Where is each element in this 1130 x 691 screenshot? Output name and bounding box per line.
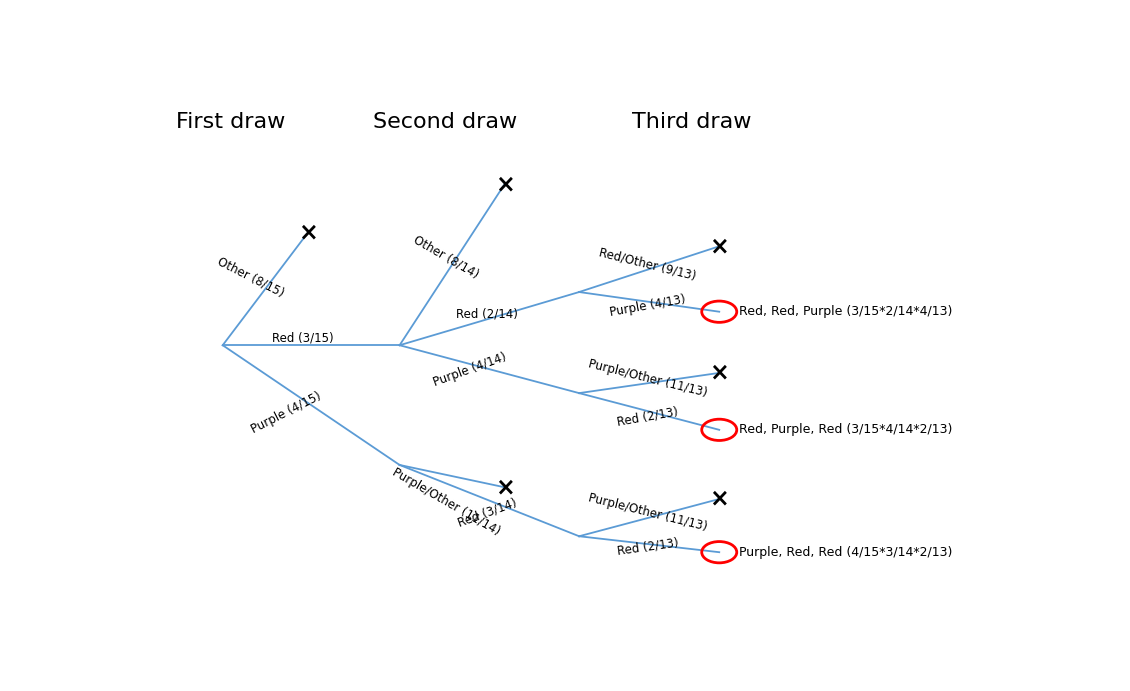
Text: ×: × — [495, 172, 514, 196]
Text: Purple (4/15): Purple (4/15) — [249, 390, 323, 436]
Text: Purple (4/14): Purple (4/14) — [432, 351, 508, 390]
Text: Red/Other (9/13): Red/Other (9/13) — [598, 245, 697, 282]
Text: Red (2/13): Red (2/13) — [616, 536, 679, 558]
Text: Red (3/14): Red (3/14) — [455, 496, 519, 529]
Text: Third draw: Third draw — [632, 112, 751, 132]
Text: Purple/Other (11/13): Purple/Other (11/13) — [586, 357, 709, 399]
Text: ×: × — [495, 475, 514, 500]
Text: Purple/Other (11/13): Purple/Other (11/13) — [586, 491, 709, 533]
Text: ×: × — [710, 487, 729, 511]
Text: Red (2/14): Red (2/14) — [457, 308, 519, 321]
Text: ×: × — [298, 221, 318, 245]
Text: Red, Purple, Red (3/15*4/14*2/13): Red, Purple, Red (3/15*4/14*2/13) — [739, 424, 951, 436]
Text: ×: × — [710, 234, 729, 258]
Text: Second draw: Second draw — [373, 112, 518, 132]
Text: ×: × — [710, 361, 729, 385]
Text: Red, Red, Purple (3/15*2/14*4/13): Red, Red, Purple (3/15*2/14*4/13) — [739, 305, 951, 319]
Text: Red (2/13): Red (2/13) — [616, 406, 679, 429]
Text: Other (8/15): Other (8/15) — [215, 255, 286, 299]
Text: Purple/Other (11/14): Purple/Other (11/14) — [390, 466, 502, 538]
Text: Purple, Red, Red (4/15*3/14*2/13): Purple, Red, Red (4/15*3/14*2/13) — [739, 546, 951, 559]
Text: First draw: First draw — [176, 112, 286, 132]
Text: Purple (4/13): Purple (4/13) — [609, 293, 686, 319]
Text: Other (8/14): Other (8/14) — [411, 234, 481, 281]
Text: Red (3/15): Red (3/15) — [272, 332, 334, 345]
